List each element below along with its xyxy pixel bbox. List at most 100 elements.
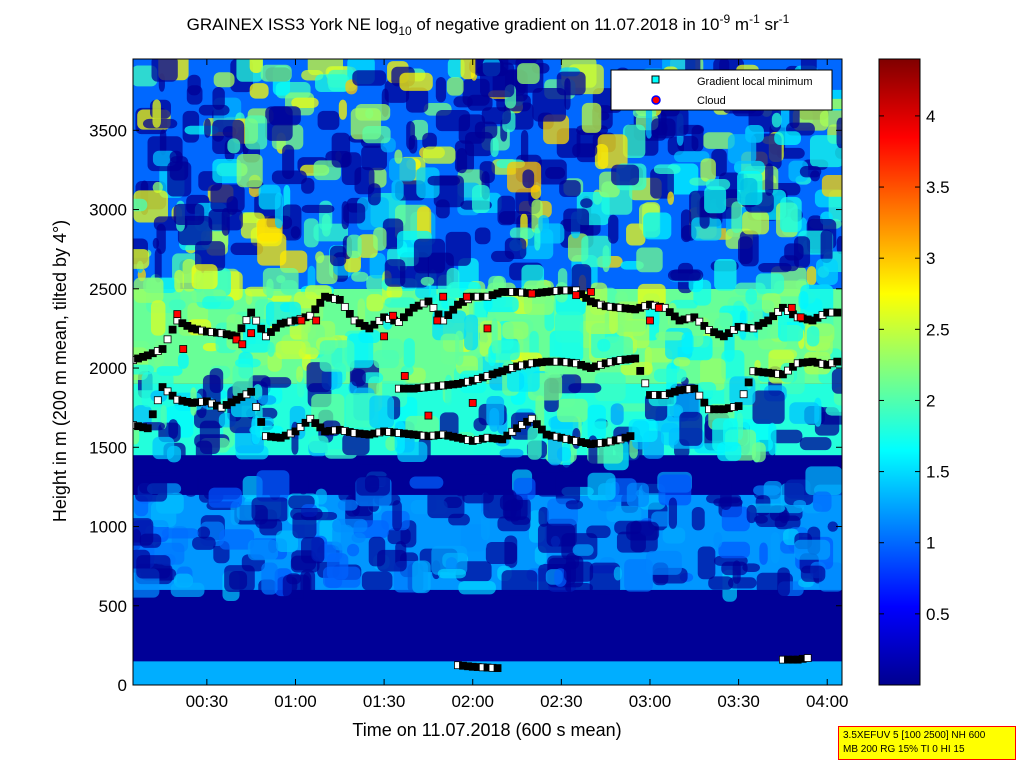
heatmap-cell — [445, 374, 453, 406]
gradient-minimum-point — [163, 387, 172, 396]
plot-area — [133, 59, 842, 685]
heatmap-cell — [384, 297, 416, 308]
heatmap-cell — [742, 211, 770, 235]
heatmap-cell — [718, 541, 750, 559]
heatmap-cell — [691, 507, 705, 531]
heatmap-cell — [490, 250, 515, 262]
heatmap-cell — [597, 338, 611, 352]
heatmap-cell — [572, 544, 594, 556]
gradient-minimum-point — [444, 311, 453, 320]
gradient-minimum-point — [163, 335, 172, 344]
heatmap-cell — [150, 501, 177, 527]
heatmap-cell — [702, 132, 735, 149]
heatmap-cell — [464, 314, 479, 351]
gradient-minimum-point — [700, 322, 709, 330]
cloud-point — [297, 316, 306, 325]
heatmap-cell — [326, 553, 349, 580]
heatmap-cell — [352, 70, 387, 86]
heatmap-cell — [329, 245, 347, 267]
gradient-minimum-point — [306, 311, 315, 320]
heatmap-cell — [490, 340, 520, 360]
heatmap-cell — [431, 545, 468, 575]
heatmap-cell — [522, 169, 535, 189]
heatmap-cell — [714, 259, 737, 291]
gradient-minimum-point — [449, 305, 458, 314]
cloud-point — [232, 335, 241, 344]
heatmap-cell — [613, 566, 622, 581]
heatmap-cell — [136, 555, 171, 579]
cloud-point — [796, 313, 805, 322]
heatmap-cell — [262, 267, 299, 296]
heatmap-cell — [133, 518, 154, 546]
heatmap-cell — [455, 330, 464, 366]
heatmap-cell — [771, 112, 782, 128]
heatmap-cell — [406, 87, 429, 113]
heatmap-cell — [467, 94, 493, 111]
heatmap-cell — [581, 102, 602, 133]
heatmap-cell — [212, 159, 242, 183]
heatmap-cell — [691, 217, 722, 241]
gradient-minimum-point — [695, 317, 704, 326]
heatmap-cell — [704, 186, 727, 214]
heatmap-cell — [662, 527, 686, 544]
gradient-minimum-point — [158, 345, 167, 353]
heatmap-cell — [437, 568, 467, 579]
heatmap-cell — [777, 567, 790, 597]
y-axis-ticks: 0 500 1000 1500 2000 2500 3000 3500 — [89, 121, 842, 695]
colorbar-tick-label: 3.5 — [926, 178, 950, 197]
heatmap-cell — [392, 500, 402, 531]
heatmap-cell — [705, 178, 731, 191]
heatmap-cell — [152, 436, 175, 460]
gradient-minimum-point — [252, 316, 261, 325]
heatmap-cell — [156, 223, 166, 255]
heatmap-cell — [328, 369, 343, 389]
heatmap-cell — [290, 508, 323, 520]
cloud-point — [389, 311, 397, 320]
heatmap-cell — [799, 166, 822, 178]
heatmap-cell — [472, 185, 490, 214]
heatmap-cell — [446, 267, 460, 300]
heatmap-cell — [643, 212, 672, 240]
heatmap-cell — [219, 529, 255, 550]
gradient-minimum-point — [296, 423, 305, 432]
heatmap-cell — [173, 203, 205, 225]
y-tick-label: 2500 — [89, 280, 127, 299]
heatmap-cell — [133, 190, 168, 223]
heatmap-cell — [170, 582, 205, 598]
heatmap-cell — [319, 340, 355, 372]
heatmap-cell — [819, 110, 842, 127]
heatmap-cell — [491, 318, 498, 354]
heatmap-cell — [191, 264, 218, 290]
y-tick-label: 1500 — [89, 438, 127, 457]
colorbar-tick-label: 4 — [926, 107, 935, 126]
gradient-minimum-point — [493, 664, 502, 673]
heatmap-cell — [611, 164, 640, 186]
heatmap-cell — [557, 268, 568, 300]
heatmap-cell — [624, 559, 653, 592]
heatmap-cell — [828, 190, 842, 222]
x-tick-label: 01:30 — [363, 692, 406, 711]
x-tick-label: 00:30 — [186, 692, 229, 711]
heatmap-cell — [373, 227, 387, 251]
x-tick-label: 01:00 — [274, 692, 317, 711]
heatmap-cell — [197, 526, 211, 539]
heatmap-cell — [486, 396, 505, 427]
gradient-minimum-point — [340, 302, 349, 311]
heatmap-cell — [770, 429, 803, 444]
heatmap-cell — [151, 59, 178, 82]
heatmap-cell — [645, 103, 653, 139]
cloud-point — [787, 303, 796, 312]
heatmap-cell — [768, 422, 777, 456]
heatmap-cell — [836, 117, 842, 149]
cloud-point — [572, 291, 581, 300]
heatmap-cell — [738, 236, 753, 265]
heatmap-cell — [536, 159, 567, 185]
heatmap-cell — [673, 357, 691, 367]
heatmap-cell — [585, 303, 619, 334]
heatmap-cell — [527, 426, 542, 460]
cloud-point — [238, 340, 247, 349]
heatmap-cell — [152, 99, 161, 128]
heatmap-cell — [342, 433, 370, 456]
heatmap-cell — [366, 294, 384, 312]
